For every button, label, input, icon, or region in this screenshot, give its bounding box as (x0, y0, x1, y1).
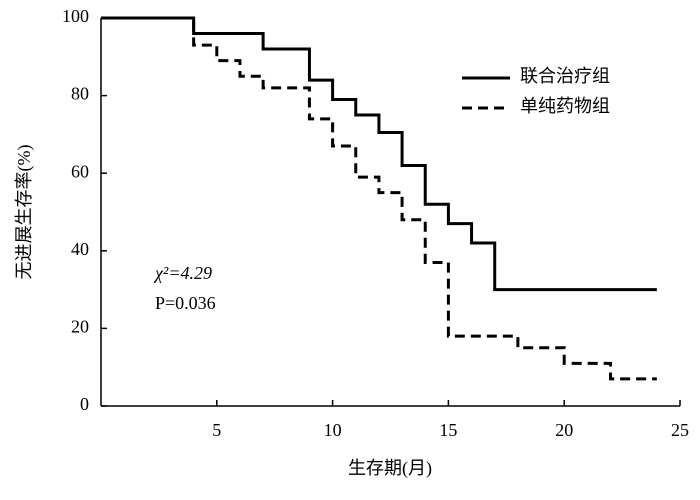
x-tick-label: 15 (439, 420, 457, 440)
legend-label: 联合治疗组 (520, 66, 610, 86)
y-tick-label: 80 (71, 84, 89, 104)
y-tick-label: 0 (80, 394, 89, 414)
y-tick-label: 60 (71, 161, 89, 181)
x-tick-label: 5 (212, 420, 221, 440)
y-tick-label: 100 (62, 6, 89, 26)
annotation: χ²=4.29 (153, 263, 212, 283)
x-tick-label: 10 (324, 420, 342, 440)
legend-label: 单纯药物组 (520, 96, 610, 116)
x-axis-title: 生存期(月) (348, 458, 432, 479)
x-tick-label: 25 (671, 420, 689, 440)
y-tick-label: 40 (71, 239, 89, 259)
x-tick-label: 20 (555, 420, 573, 440)
survival-line (101, 16, 657, 292)
y-tick-label: 20 (71, 317, 89, 337)
y-axis-title: 无进展生存率(%) (14, 145, 35, 280)
annotation: P=0.036 (155, 293, 216, 313)
survival-line (101, 16, 657, 381)
